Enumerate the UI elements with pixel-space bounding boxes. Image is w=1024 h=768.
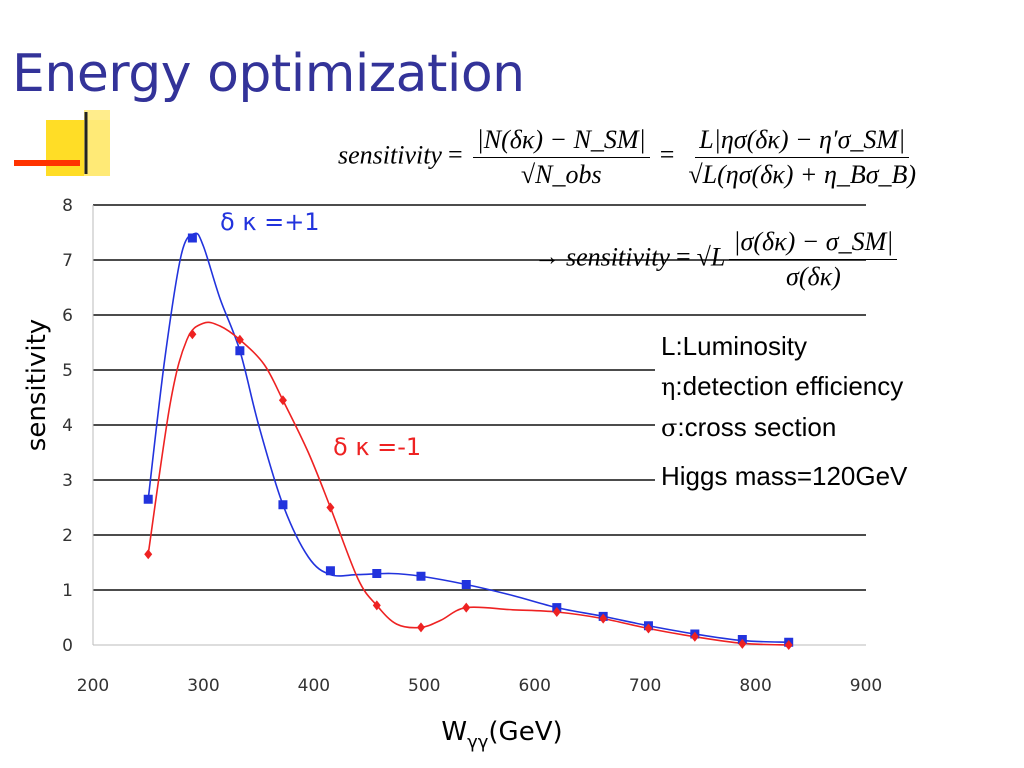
x-tick-label: 600 bbox=[518, 676, 550, 696]
x-tick-label: 900 bbox=[850, 676, 882, 696]
data-point-plus bbox=[416, 571, 426, 581]
formula-frac-2-den: √L(ησ(δκ) + η_Bσ_B) bbox=[688, 160, 917, 189]
data-point-minus bbox=[235, 334, 244, 345]
x-tick-label: 200 bbox=[77, 676, 109, 696]
data-point-minus bbox=[278, 395, 287, 406]
data-point-minus bbox=[690, 631, 699, 642]
formula-eq-2: = bbox=[659, 140, 675, 170]
note-sigma: σ:cross section bbox=[661, 407, 907, 448]
data-point-minus bbox=[462, 602, 471, 613]
x-tick-label: 700 bbox=[629, 676, 661, 696]
formula-frac-3: |σ(δκ) − σ_SM| σ(δκ) bbox=[729, 226, 898, 293]
data-point-minus bbox=[416, 622, 425, 633]
y-tick-label: 1 bbox=[62, 581, 73, 601]
x-tick-label: 400 bbox=[298, 676, 330, 696]
x-tick-label: 800 bbox=[739, 676, 771, 696]
series-label-minus: δ κ =-1 bbox=[333, 433, 421, 461]
data-point-plus bbox=[187, 233, 197, 243]
note-higgs: Higgs mass=120GeV bbox=[661, 461, 908, 491]
data-point-minus bbox=[738, 638, 747, 649]
formula-frac-1: |N(δκ) − N_SM| √N_obs bbox=[472, 124, 650, 191]
y-tick-label: 8 bbox=[62, 196, 73, 216]
sigma-symbol: σ bbox=[661, 414, 678, 442]
x-tick-label: 500 bbox=[408, 676, 440, 696]
eta-symbol: η bbox=[661, 373, 676, 401]
formula-frac-2: L|ησ(δκ) − η′σ_SM| √L(ησ(δκ) + η_Bσ_B) bbox=[684, 124, 920, 191]
series-line-1 bbox=[147, 321, 789, 646]
data-point-minus bbox=[372, 600, 381, 611]
y-axis-title: sensitivity bbox=[22, 319, 52, 451]
series-markers bbox=[143, 233, 794, 650]
series-label-plus: δ κ =+1 bbox=[220, 208, 320, 236]
data-point-minus bbox=[599, 613, 608, 624]
formula-frac-3-den: σ(δκ) bbox=[786, 262, 841, 291]
formula-eq-1: = bbox=[447, 140, 463, 170]
y-tick-label: 5 bbox=[62, 361, 73, 381]
data-point-minus bbox=[552, 607, 561, 617]
formula-line-1: sensitivity = |N(δκ) − N_SM| √N_obs = L|ησ(δκ… bbox=[338, 124, 924, 191]
formula-lhs-2: sensitivity bbox=[566, 242, 670, 272]
formula-lhs: sensitivity bbox=[338, 140, 442, 170]
formula-arrow: → bbox=[534, 242, 560, 272]
data-point-plus bbox=[461, 580, 471, 589]
formula-eq-3: = bbox=[675, 242, 691, 272]
y-tick-label: 0 bbox=[62, 636, 73, 656]
note-eta-text: :detection efficiency bbox=[675, 371, 904, 401]
x-axis-title-main: W bbox=[441, 717, 467, 747]
formula-frac-3-num: |σ(δκ) − σ_SM| bbox=[729, 226, 898, 260]
y-tick-label: 2 bbox=[62, 526, 73, 546]
y-tick-label: 7 bbox=[62, 251, 73, 271]
y-tick-label: 6 bbox=[62, 306, 73, 326]
x-axis-title-sub: γγ bbox=[467, 732, 489, 753]
data-point-plus bbox=[143, 494, 153, 504]
data-point-plus bbox=[372, 569, 382, 578]
data-point-minus bbox=[784, 640, 793, 650]
formula-frac-1-num: |N(δκ) − N_SM| bbox=[472, 124, 650, 158]
note-luminosity: L:Luminosity bbox=[661, 331, 807, 361]
tick-labels: 0 1 2 3 4 5 6 7 8 200 300 400 500 600 700 800 900 bbox=[62, 196, 882, 696]
data-point-minus bbox=[326, 502, 335, 513]
formula-line-2: → sensitivity = √L |σ(δκ) − σ_SM| σ(δκ) bbox=[528, 226, 901, 293]
data-point-minus bbox=[144, 549, 153, 560]
formula-frac-2-num: L|ησ(δκ) − η′σ_SM| bbox=[695, 124, 910, 158]
data-point-plus bbox=[235, 346, 245, 356]
note-sigma-text: :cross section bbox=[677, 412, 837, 442]
data-point-plus bbox=[325, 566, 335, 576]
data-point-plus bbox=[278, 500, 288, 510]
y-tick-label: 4 bbox=[62, 416, 73, 436]
formula-frac-1-den: √N_obs bbox=[520, 160, 602, 189]
data-point-minus bbox=[188, 329, 197, 340]
x-axis-title: Wγγ(GeV) bbox=[441, 717, 562, 753]
y-tick-label: 3 bbox=[62, 471, 73, 491]
data-point-minus bbox=[644, 623, 653, 634]
formula-sqrt-l: √L bbox=[696, 242, 726, 272]
x-tick-label: 300 bbox=[187, 676, 219, 696]
note-eta: η:detection efficiency bbox=[661, 366, 907, 407]
title-decoration bbox=[14, 110, 110, 176]
slide-title: Energy optimization bbox=[12, 44, 525, 104]
x-axis-title-unit: (GeV) bbox=[488, 717, 562, 747]
notes-box: L:Luminosity η:detection efficiency σ:cr… bbox=[655, 326, 914, 496]
